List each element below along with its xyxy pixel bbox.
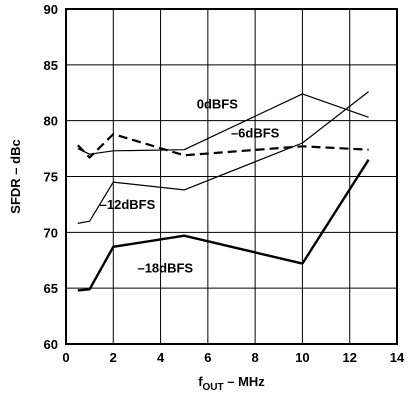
series-label: –6dBFS bbox=[231, 125, 280, 140]
x-tick-label: 12 bbox=[342, 350, 356, 365]
y-tick-labels: 60 65 70 75 80 85 90 bbox=[44, 2, 58, 352]
y-tick-label: 85 bbox=[44, 58, 58, 73]
series-label: 0dBFS bbox=[197, 96, 239, 111]
x-tick-label: 0 bbox=[62, 350, 69, 365]
x-tick-label: 10 bbox=[295, 350, 309, 365]
y-axis-title: SFDR – dBc bbox=[8, 139, 23, 213]
y-tick-label: 80 bbox=[44, 114, 58, 129]
x-tick-label: 2 bbox=[110, 350, 117, 365]
x-tick-labels: 0 2 4 6 8 10 12 14 bbox=[62, 350, 405, 365]
y-tick-label: 65 bbox=[44, 281, 58, 296]
x-axis-title: fOUT – MHz bbox=[198, 374, 265, 393]
x-axis-title-main: f bbox=[198, 374, 203, 389]
y-tick-label: 75 bbox=[44, 170, 58, 185]
series-line bbox=[77, 91, 369, 224]
y-tick-label: 60 bbox=[44, 337, 58, 352]
x-axis-title-rest: – MHz bbox=[224, 374, 266, 389]
x-tick-label: 8 bbox=[252, 350, 259, 365]
series-label: –12dBFS bbox=[100, 197, 156, 212]
series-lines bbox=[77, 91, 370, 292]
x-axis-title-sub: OUT bbox=[203, 382, 224, 393]
series-line bbox=[77, 133, 369, 159]
series-labels: 0dBFS –6dBFS –12dBFS –18dBFS bbox=[100, 96, 280, 275]
plot-frame bbox=[65, 8, 398, 345]
x-tick-label: 4 bbox=[157, 350, 165, 365]
series-line bbox=[77, 93, 369, 155]
x-tick-label: 6 bbox=[204, 350, 211, 365]
y-tick-label: 70 bbox=[44, 225, 58, 240]
x-tick-label: 14 bbox=[390, 350, 405, 365]
series-label: –18dBFS bbox=[137, 261, 193, 276]
grid bbox=[66, 9, 397, 344]
y-tick-label: 90 bbox=[44, 2, 58, 17]
series-line bbox=[77, 159, 370, 292]
